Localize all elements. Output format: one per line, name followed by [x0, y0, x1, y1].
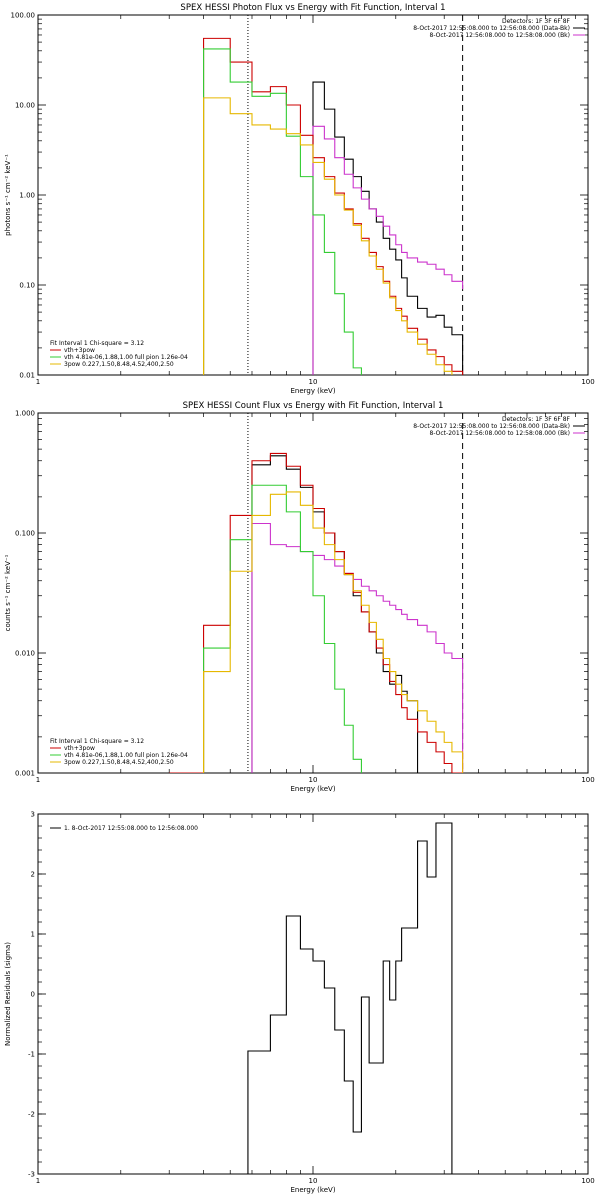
legend-top-entry: Detectors: 1F 3F 6F 8F	[502, 416, 571, 423]
y-tick-label: 10.00	[15, 102, 35, 110]
plot-frame	[37, 813, 589, 1175]
legend-top-entry: 8-Oct-2017 12:55:08.000 to 12:56:08.000 …	[413, 25, 570, 32]
series-line-1	[312, 125, 464, 375]
legend-bottom-entry: Fit Interval 1 Chi-square = 3.12	[50, 340, 144, 347]
y-tick-label: 0.010	[15, 650, 35, 658]
series-line-0	[312, 81, 464, 375]
series-line-4	[203, 97, 464, 375]
x-tick-label: 10	[309, 1177, 318, 1185]
legend-top-entry: 8-Oct-2017 12:56:08.000 to 12:58:08.000 …	[430, 430, 571, 437]
y-tick-label: 3	[31, 811, 35, 819]
legend-bottom-entry: Fit Interval 1 Chi-square = 3.12	[50, 738, 144, 745]
x-tick-label: 1	[36, 1177, 40, 1185]
legend-top-entry: Detectors: 1F 3F 6F 8F	[502, 18, 571, 25]
y-axis-label: photons s⁻¹ cm⁻² keV⁻¹	[4, 154, 12, 236]
legend-bottom-entry: 3pow 0.227,1.50,8.48,4.52,400,2.50	[64, 361, 174, 368]
series-line-4	[203, 491, 464, 773]
y-tick-label: 1.000	[15, 410, 35, 418]
y-tick-label: 0.001	[15, 770, 35, 778]
legend-top-entry: 8-Oct-2017 12:56:08.000 to 12:58:08.000 …	[430, 32, 571, 39]
photon-flux-panel: SPEX HESSI Photon Flux vs Energy with Fi…	[4, 3, 595, 395]
chart-title: SPEX HESSI Count Flux vs Energy with Fit…	[183, 401, 444, 411]
series-group	[247, 822, 453, 1174]
y-axis-label: Normalized Residuals (sigma)	[4, 942, 12, 1046]
legend-entry: 1. 8-Oct-2017 12:55:08.000 to 12:56:08.0…	[64, 825, 198, 832]
y-tick-label: 0.10	[19, 282, 35, 290]
series-line-0	[251, 455, 419, 773]
y-tick-label: 0.100	[15, 530, 35, 538]
legend-bottom-entry: vth 4.81e-06,1.88,1.00 full pion 1.26e-0…	[64, 354, 188, 361]
x-tick-label: 1	[36, 378, 40, 386]
series-line-3	[203, 48, 362, 375]
y-axis-label: counts s⁻¹ cm⁻² keV⁻¹	[4, 554, 12, 631]
series-line-2	[169, 452, 463, 773]
y-tick-label: 0	[31, 991, 35, 999]
legend-top-entry: 8-Oct-2017 12:55:08.000 to 12:56:08.000 …	[413, 423, 570, 430]
y-tick-label: -2	[28, 1111, 35, 1119]
series-group	[169, 452, 464, 773]
x-axis-label: Energy (keV)	[290, 387, 335, 395]
y-tick-label: 1	[31, 931, 35, 939]
count-flux-panel: SPEX HESSI Count Flux vs Energy with Fit…	[4, 401, 595, 793]
y-tick-label: 1.00	[19, 192, 35, 200]
chart-title: SPEX HESSI Photon Flux vs Energy with Fi…	[180, 3, 445, 13]
series-group	[203, 37, 464, 375]
residuals-panel: 1 10 100 -3 -2 -1 0 1 2 3 Energy (keV) Normalized R…	[4, 811, 595, 1195]
x-axis-label: Energy (keV)	[290, 785, 335, 793]
y-tick-label: 100.00	[11, 12, 36, 20]
y-tick-label: -3	[28, 1171, 35, 1179]
x-axis-label: Energy (keV)	[290, 1186, 335, 1194]
legend-bottom-entry: vth 4.81e-06,1.88,1.00 full pion 1.26e-0…	[64, 752, 188, 759]
x-tick-label: 10	[309, 378, 318, 386]
legend-bottom-entry: vth+3pow	[64, 347, 95, 354]
y-tick-label: 0.01	[19, 372, 35, 380]
legend-bottom-entry: vth+3pow	[64, 745, 95, 752]
x-tick-label: 100	[581, 776, 594, 784]
y-tick-label: -1	[28, 1051, 35, 1059]
x-tick-label: 100	[581, 378, 594, 386]
series-line-2	[203, 37, 464, 375]
x-tick-label: 10	[309, 776, 318, 784]
x-tick-label: 100	[581, 1177, 594, 1185]
series-line-0	[247, 822, 453, 1174]
series-line-1	[251, 522, 464, 773]
y-tick-label: 2	[31, 871, 35, 879]
x-tick-label: 1	[36, 776, 40, 784]
series-line-3	[203, 484, 370, 773]
legend-bottom-entry: 3pow 0.227,1.50,8.48,4.52,400,2.50	[64, 759, 174, 766]
